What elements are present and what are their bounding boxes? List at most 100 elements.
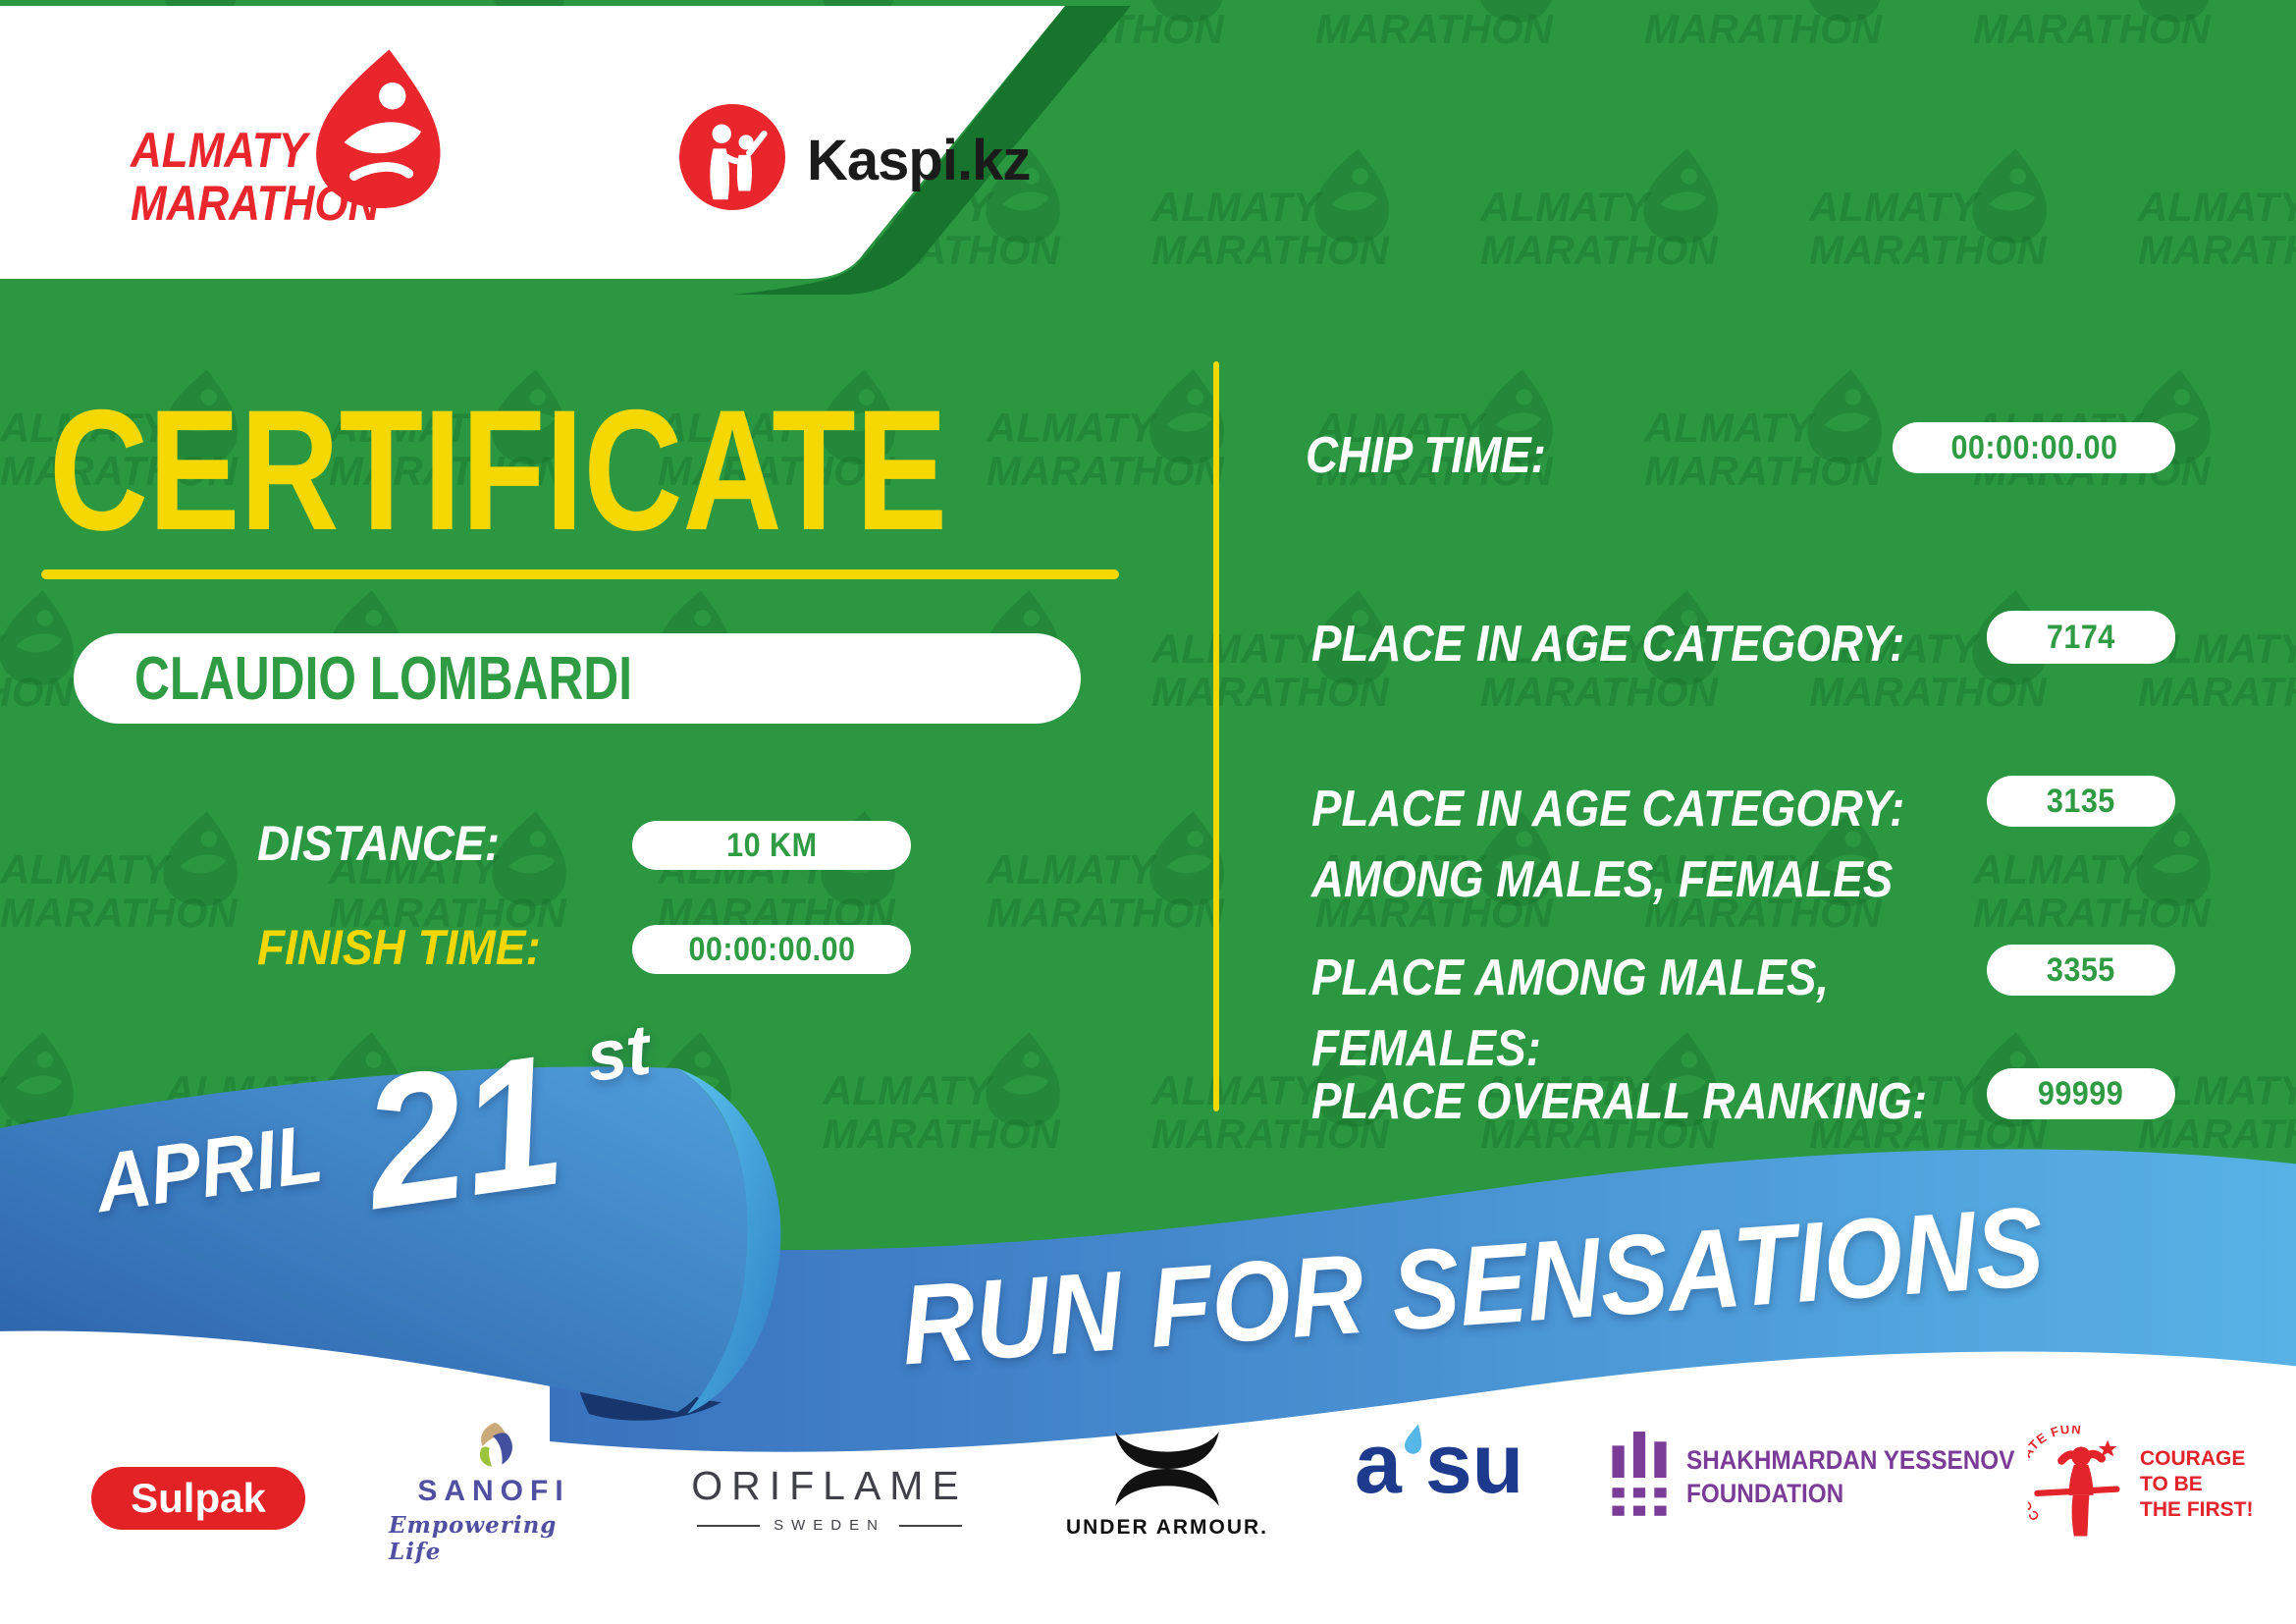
- svg-text:ALMATY: ALMATY: [1150, 1067, 1324, 1113]
- svg-text:MARATHON: MARATHON: [1973, 890, 2213, 936]
- svg-text:MARATHON: MARATHON: [1809, 227, 2049, 273]
- courage-line3: THE FIRST!: [2140, 1498, 2254, 1521]
- yessenov-line1: SHAKHMARDAN YESSENOV: [1686, 1445, 2015, 1475]
- place-overall-label: PLACE OVERALL RANKING:: [1311, 1066, 1927, 1137]
- ribbon-main-band: [550, 1149, 2296, 1452]
- ribbon-curl-face: [677, 1068, 781, 1414]
- place-age-category-label: PLACE IN AGE CATEGORY:: [1311, 609, 1904, 679]
- header-white-plate: [0, 6, 1065, 279]
- almaty-marathon-logo-line1: ALMATY: [131, 123, 308, 178]
- svg-text:ALMATY: ALMATY: [1150, 625, 1324, 672]
- place-age-category-gender-value: 3135: [2047, 782, 2115, 820]
- chip-time-label: CHIP TIME:: [1306, 420, 1546, 491]
- distance-value-pill: 10 KM: [632, 821, 911, 870]
- svg-text:ALMATY: ALMATY: [1808, 184, 1982, 230]
- svg-text:ALMATY: ALMATY: [1643, 846, 1817, 893]
- sulpak-wordmark: Sulpak: [131, 1475, 266, 1521]
- place-among-gender-label: PLACE AMONG MALES, FEMALES:: [1311, 943, 1829, 1084]
- svg-text:ALMATY: ALMATY: [0, 0, 173, 9]
- svg-text:ALMATY: ALMATY: [1808, 625, 1982, 672]
- runner-name: CLAUDIO LOMBARDI: [134, 644, 632, 713]
- svg-text:MARATHON: MARATHON: [2138, 669, 2296, 715]
- svg-text:MARATHON: MARATHON: [2138, 1110, 2296, 1157]
- svg-text:MARATHON: MARATHON: [329, 890, 568, 936]
- finish-time-label: FINISH TIME:: [257, 920, 541, 975]
- sanofi-swirl-icon: [479, 1423, 512, 1467]
- sponsor-sanofi-logo: SANOFI Empowering Life: [389, 1422, 599, 1565]
- place-age-category-gender-line2: AMONG MALES, FEMALES: [1311, 851, 1894, 908]
- sponsor-oriflame-logo: ORIFLAME SWEDEN: [687, 1463, 972, 1534]
- svg-text:MARATHON: MARATHON: [0, 448, 240, 494]
- svg-text:ALMATY: ALMATY: [0, 405, 173, 451]
- svg-text:MARATHON: MARATHON: [1315, 890, 1555, 936]
- sanofi-wordmark: SANOFI: [417, 1475, 570, 1507]
- courage-line1: COURAGE: [2140, 1447, 2246, 1470]
- title-underline: [41, 569, 1119, 579]
- svg-text:MARATHON: MARATHON: [1644, 890, 1884, 936]
- svg-text:ALMATY: ALMATY: [0, 846, 173, 893]
- oriflame-wordmark: ORIFLAME: [691, 1463, 968, 1508]
- svg-text:ALMATY: ALMATY: [328, 846, 502, 893]
- svg-text:ALMATY: ALMATY: [986, 846, 1159, 893]
- svg-text:MARATHON: MARATHON: [1151, 669, 1391, 715]
- svg-text:ALMATY: ALMATY: [2137, 184, 2296, 230]
- oriflame-rule-right: [898, 1524, 962, 1527]
- place-age-category-gender-pill: 3135: [1987, 776, 2175, 827]
- yessenov-wordmark: SHAKHMARDAN YESSENOV FOUNDATION: [1686, 1430, 2014, 1510]
- svg-text:MARATHON: MARATHON: [1480, 1110, 1720, 1157]
- oriflame-rule-left: [697, 1524, 761, 1527]
- place-among-gender-value: 3355: [2047, 950, 2115, 989]
- kaspi-logo-icon: [679, 104, 785, 210]
- svg-text:MARATHON: MARATHON: [987, 448, 1226, 494]
- place-overall-label-line: PLACE OVERALL RANKING:: [1311, 1073, 1928, 1130]
- under-armour-icon: [1115, 1432, 1219, 1506]
- courage-fund-icon: CORPORATE FUND: [2028, 1426, 2120, 1537]
- event-date-day: 21: [351, 1015, 574, 1249]
- svg-text:MARATHON: MARATHON: [987, 890, 1226, 936]
- almaty-marathon-teardrop-icon: [316, 49, 441, 209]
- sponsor-under-armour-logo: UNDER ARMOUR.: [1066, 1432, 1266, 1540]
- distance-label: DISTANCE:: [257, 816, 501, 871]
- svg-text:MARATHON: MARATHON: [1480, 669, 1720, 715]
- svg-text:MARATHON: MARATHON: [1644, 6, 1884, 52]
- svg-text:MARATHON: MARATHON: [1809, 669, 2049, 715]
- asu-letters-su: su: [1424, 1417, 1524, 1511]
- place-among-gender-pill: 3355: [1987, 945, 2175, 996]
- svg-text:MARATHON: MARATHON: [658, 448, 897, 494]
- svg-text:ALMATY: ALMATY: [1150, 184, 1324, 230]
- svg-text:ALMATY: ALMATY: [328, 0, 502, 9]
- place-age-category-pill: 7174: [1987, 611, 2175, 664]
- ribbon-left-segment: [0, 1066, 749, 1412]
- chip-time-pill: 00:00:00.00: [1893, 422, 2175, 473]
- svg-text:MARATHON: MARATHON: [1315, 6, 1555, 52]
- svg-text:MARATHON: MARATHON: [1151, 1110, 1391, 1157]
- sponsor-yessenov-foundation-logo: SHAKHMARDAN YESSENOV FOUNDATION: [1612, 1430, 2052, 1526]
- place-overall-pill: 99999: [1987, 1068, 2175, 1119]
- asu-letter-a: a: [1355, 1417, 1402, 1511]
- asu-droplet-icon: [1404, 1424, 1422, 1454]
- place-age-category-gender-label: PLACE IN AGE CATEGORY: AMONG MALES, FEMA…: [1311, 774, 1904, 915]
- place-among-gender-line1: PLACE AMONG MALES,: [1311, 949, 1830, 1006]
- svg-text:ALMATY: ALMATY: [1314, 0, 1488, 9]
- finish-time-value-pill: 00:00:00.00: [632, 925, 911, 974]
- svg-text:MARATHON: MARATHON: [0, 669, 76, 715]
- yessenov-line2: FOUNDATION: [1686, 1479, 1844, 1508]
- place-age-category-gender-line1: PLACE IN AGE CATEGORY:: [1311, 781, 1905, 838]
- sponsor-courage-fund-logo: CORPORATE FUND COURAGE TO BE THE FIRST!: [2028, 1426, 2254, 1543]
- svg-text:ALMATY: ALMATY: [0, 625, 9, 672]
- place-age-category-value: 7174: [2047, 618, 2115, 656]
- svg-text:MARATHON: MARATHON: [2138, 227, 2296, 273]
- chip-time-value: 00:00:00.00: [1950, 428, 2117, 466]
- event-date-month: APRIL: [89, 1106, 329, 1230]
- sanofi-tagline: Empowering Life: [389, 1512, 558, 1565]
- svg-text:ALMATY: ALMATY: [986, 405, 1159, 451]
- svg-text:MARATHON: MARATHON: [0, 890, 240, 936]
- svg-text:ALMATY: ALMATY: [1314, 846, 1488, 893]
- svg-text:ALMATY: ALMATY: [657, 0, 830, 9]
- svg-text:MARATHON: MARATHON: [1315, 448, 1555, 494]
- oriflame-subtitle: SWEDEN: [774, 1517, 885, 1534]
- svg-text:ALMATY: ALMATY: [1479, 184, 1653, 230]
- place-overall-value: 99999: [2038, 1074, 2124, 1112]
- runner-name-box: CLAUDIO LOMBARDI: [74, 633, 1081, 724]
